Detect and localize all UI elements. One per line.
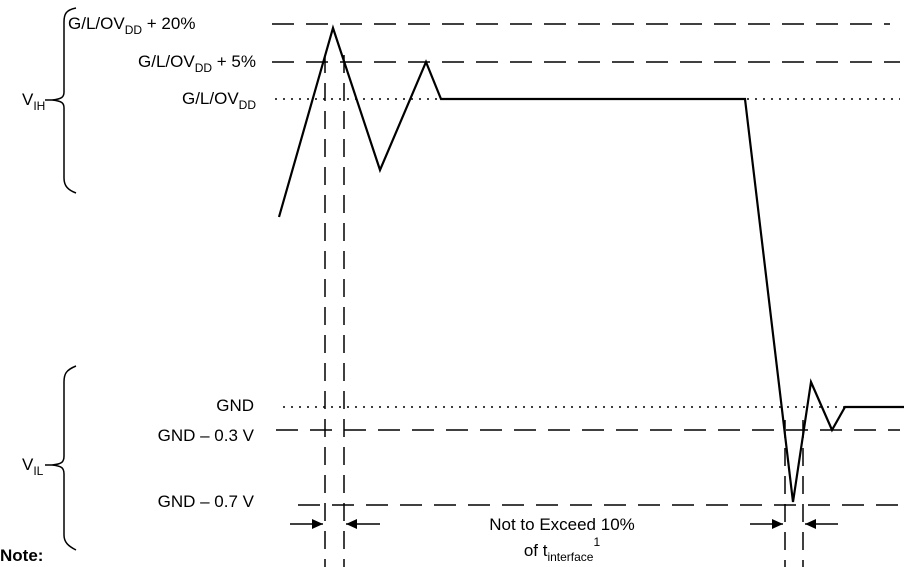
- gnd-minus-0.3-label: GND – 0.3 V: [158, 426, 255, 445]
- vih-brace: [51, 7, 77, 194]
- signal-waveform: [277, 24, 904, 503]
- ovdd-plus-20-label: G/L/OVDD + 20%: [68, 14, 195, 37]
- undershoot-duration-arrows: [750, 519, 838, 529]
- vih-label: VIH: [22, 90, 45, 113]
- ovdd-label: G/L/OVDD: [182, 89, 256, 112]
- span-note-line1: Not to Exceed 10%: [489, 515, 635, 534]
- ovdd-plus-5-label: G/L/OVDD + 5%: [138, 52, 256, 75]
- gnd-minus-0.7-label: GND – 0.7 V: [158, 492, 255, 511]
- vil-label: VIL: [22, 455, 44, 478]
- note-label: Note:: [0, 546, 43, 565]
- span-note-line2: of tinterface1: [524, 535, 601, 564]
- overshoot-duration-arrows: [290, 519, 380, 529]
- vil-brace: [51, 365, 77, 551]
- gnd-label: GND: [216, 396, 254, 415]
